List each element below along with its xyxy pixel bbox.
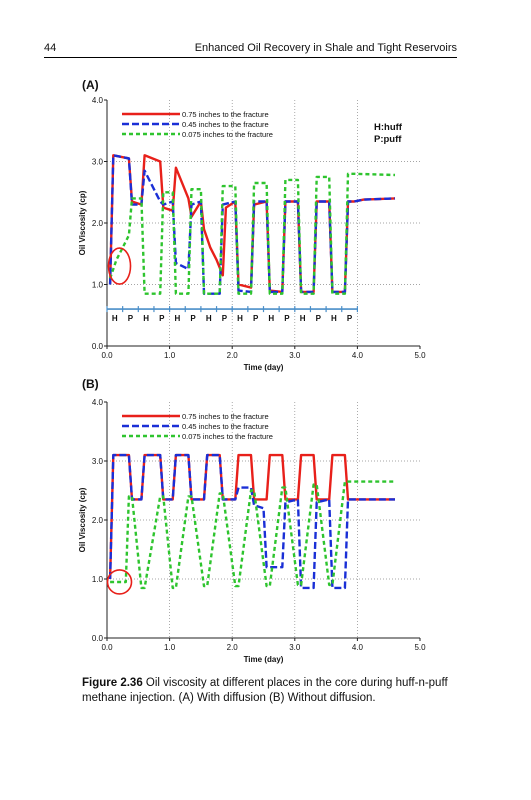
series-line-3 [110, 480, 395, 590]
phase-label: P [159, 314, 165, 323]
x-tick-label: 4.0 [352, 351, 364, 360]
x-axis-title: Time (day) [244, 363, 284, 372]
caption-label: Figure 2.36 [82, 677, 143, 689]
legend-label-3: 0.075 inches to the fracture [182, 432, 273, 441]
phase-label: H [237, 314, 243, 323]
y-tick-label: 4.0 [92, 96, 104, 105]
highlight-circle [106, 569, 133, 595]
x-tick-label: 5.0 [414, 351, 426, 360]
y-tick-label: 3.0 [92, 158, 104, 167]
y-tick-label: 3.0 [92, 457, 104, 466]
phase-label: P [347, 314, 353, 323]
phase-label: P [190, 314, 196, 323]
phase-label: P [316, 314, 322, 323]
phase-label: H [206, 314, 212, 323]
y-tick-label: 1.0 [92, 281, 104, 290]
x-tick-label: 2.0 [227, 351, 239, 360]
x-tick-label: 3.0 [289, 351, 301, 360]
figure-caption: Figure 2.36 Oil viscosity at different p… [82, 676, 462, 706]
legend-label-1: 0.75 inches to the fracture [182, 412, 269, 421]
y-tick-label: 1.0 [92, 575, 104, 584]
series-line-2 [108, 154, 396, 295]
page-number: 44 [44, 42, 57, 54]
legend-label-3: 0.075 inches to the fracture [182, 130, 273, 139]
series-line-2 [108, 453, 395, 590]
x-tick-label: 1.0 [164, 351, 176, 360]
phase-label: H [143, 314, 149, 323]
phase-label: P [253, 314, 259, 323]
legend-label-2: 0.45 inches to the fracture [182, 120, 269, 129]
x-tick-label: 0.0 [101, 643, 113, 652]
caption-text: Oil viscosity at different places in the… [82, 677, 448, 704]
legend-label-2: 0.45 inches to the fracture [182, 422, 269, 431]
y-tick-label: 0.0 [92, 634, 104, 643]
x-tick-label: 4.0 [352, 643, 364, 652]
phase-label: P [284, 314, 290, 323]
running-title: Enhanced Oil Recovery in Shale and Tight… [194, 42, 457, 54]
annotation-text: H:huff [374, 122, 403, 133]
panel-label-a: (A) [82, 78, 99, 92]
series-line-1 [108, 453, 395, 580]
y-tick-label: 4.0 [92, 398, 104, 407]
phase-label: P [128, 314, 134, 323]
legend-label-1: 0.75 inches to the fracture [182, 110, 269, 119]
x-tick-label: 5.0 [414, 643, 426, 652]
phase-label: H [112, 314, 118, 323]
x-axis-title: Time (day) [244, 655, 284, 664]
panel-label-b: (B) [82, 377, 99, 391]
header-rule [44, 57, 457, 58]
phase-label: H [268, 314, 274, 323]
y-axis-title: Oil Viscosity (cp) [78, 487, 87, 552]
phase-label: H [175, 314, 181, 323]
phase-label: P [222, 314, 228, 323]
y-tick-label: 0.0 [92, 342, 104, 351]
x-tick-label: 2.0 [227, 643, 239, 652]
phase-label: H [300, 314, 306, 323]
series-line-3 [108, 172, 396, 295]
y-axis-title: Oil Viscosity (cp) [78, 190, 87, 255]
highlight-circle [107, 247, 132, 285]
annotation-text: P:puff [374, 134, 402, 145]
y-tick-label: 2.0 [92, 516, 104, 525]
x-tick-label: 1.0 [164, 643, 176, 652]
y-tick-label: 2.0 [92, 219, 104, 228]
x-tick-label: 3.0 [289, 643, 301, 652]
x-tick-label: 0.0 [101, 351, 113, 360]
phase-label: H [331, 314, 337, 323]
